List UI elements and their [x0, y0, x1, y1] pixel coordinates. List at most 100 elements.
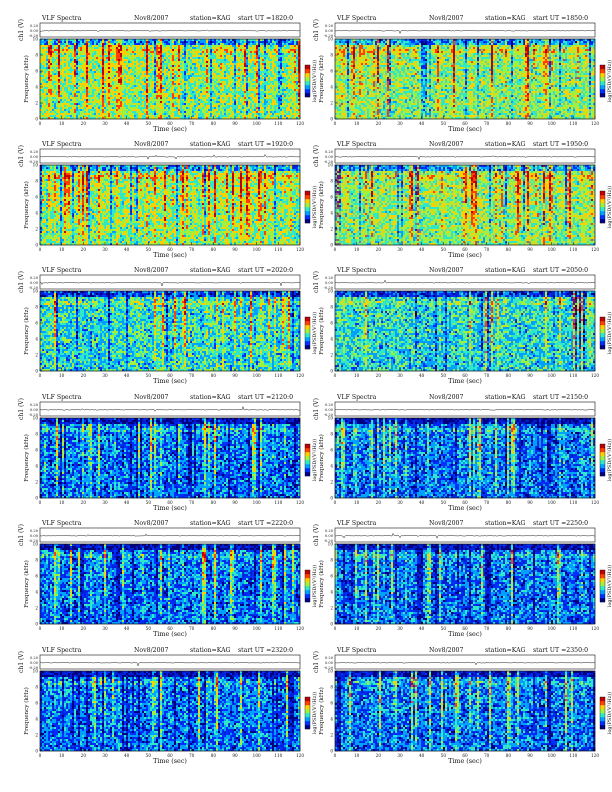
x-tick-label: 0 — [39, 373, 42, 378]
panel-date: Nov8/2007 — [429, 141, 463, 148]
x-tick-label: 90 — [232, 373, 238, 378]
colorbar-label: log(PSD/(V²/Hz)) — [606, 312, 612, 354]
y-tick-label: 4 — [35, 211, 38, 216]
x-tick-label: 20 — [376, 373, 382, 378]
x-tick-label: 100 — [548, 373, 556, 378]
y-tick-label: 4 — [35, 590, 38, 595]
frequency-axis-label: Frequency (kHz) — [318, 307, 325, 355]
panel-station: station=KAG — [485, 394, 526, 401]
colorbar — [305, 570, 310, 602]
x-tick-label: 110 — [569, 626, 577, 631]
y-tick-label: 6 — [35, 701, 38, 706]
spectrogram-image — [335, 165, 595, 245]
ch1-tick-label: 0.20 — [325, 529, 334, 533]
colorbar — [305, 444, 310, 476]
ch1-axis-label: ch1 (V) — [313, 398, 320, 420]
spectrogram-panel-2020-0: VLF Spectra Nov8/2007 station=KAG start UT … — [18, 267, 318, 385]
x-tick-label: 80 — [211, 121, 217, 126]
y-tick-label: 8 — [35, 432, 38, 437]
x-tick-label: 0 — [334, 373, 337, 378]
panel-start-ut: start UT =2050:0 — [533, 267, 588, 274]
colorbar-label: log(PSD/(V²/Hz)) — [311, 186, 318, 228]
x-tick-label: 0 — [334, 753, 337, 758]
x-tick-label: 20 — [81, 626, 87, 631]
x-tick-label: 70 — [189, 121, 195, 126]
colorbar — [600, 317, 605, 349]
y-tick-label: 6 — [35, 195, 38, 200]
x-tick-label: 40 — [419, 373, 425, 378]
frequency-axis-label: Frequency (kHz) — [23, 560, 30, 608]
x-tick-label: 10 — [354, 121, 360, 126]
x-tick-label: 30 — [102, 121, 108, 126]
panel-title: VLF Spectra — [41, 15, 82, 22]
ch1-tick-label: 0.00 — [30, 534, 39, 538]
spectrogram-image — [335, 418, 595, 498]
y-tick-label: 4 — [35, 337, 38, 342]
y-tick-label: 8 — [330, 685, 333, 690]
ch1-axis-label: ch1 (V) — [313, 524, 320, 546]
frequency-axis-label: Frequency (kHz) — [318, 560, 325, 608]
x-tick-label: 110 — [274, 121, 282, 126]
x-tick-label: 50 — [441, 121, 447, 126]
x-tick-label: 50 — [146, 500, 152, 505]
y-tick-label: 6 — [330, 69, 333, 74]
x-tick-label: 10 — [354, 247, 360, 252]
panel-date: Nov8/2007 — [134, 520, 168, 527]
x-tick-label: 20 — [376, 753, 382, 758]
colorbar — [600, 444, 605, 476]
panel-title: VLF Spectra — [41, 394, 82, 401]
x-tick-label: 100 — [253, 626, 261, 631]
y-tick-label: 4 — [35, 464, 38, 469]
x-tick-label: 90 — [527, 500, 533, 505]
ch1-axis-label: ch1 (V) — [313, 145, 320, 167]
colorbar-label: log(PSD/(V²/Hz)) — [311, 692, 318, 734]
x-tick-label: 50 — [146, 247, 152, 252]
time-axis-label: Time (sec) — [448, 377, 482, 385]
y-tick-label: 8 — [35, 179, 38, 184]
ch1-tick-label: 0.00 — [325, 534, 334, 538]
x-tick-label: 50 — [146, 626, 152, 631]
x-tick-label: 30 — [102, 247, 108, 252]
x-tick-label: 0 — [334, 626, 337, 631]
y-tick-label: 2 — [35, 353, 38, 358]
x-tick-label: 50 — [146, 373, 152, 378]
x-tick-label: 120 — [591, 121, 599, 126]
ch1-tick-label: 0.00 — [325, 155, 334, 159]
ch1-strip-frame — [40, 528, 300, 542]
ch1-strip-frame — [335, 655, 595, 669]
x-tick-label: 70 — [484, 373, 490, 378]
x-tick-label: 50 — [441, 626, 447, 631]
frequency-axis-label: Frequency (kHz) — [318, 687, 325, 735]
panel-start-ut: start UT =1850:0 — [533, 15, 588, 22]
panel-station: station=KAG — [485, 520, 526, 527]
panel-title: VLF Spectra — [41, 267, 82, 274]
panel-station: station=KAG — [485, 141, 526, 148]
x-tick-label: 90 — [232, 500, 238, 505]
spectrogram-image — [335, 291, 595, 371]
ch1-axis-label: ch1 (V) — [313, 19, 320, 41]
ch1-axis-label: ch1 (V) — [18, 651, 25, 673]
x-tick-label: 0 — [39, 626, 42, 631]
ch1-strip-frame — [335, 149, 595, 163]
ch1-tick-label: 0.00 — [30, 155, 39, 159]
ch1-tick-label: 0.20 — [30, 24, 39, 28]
y-tick-label: 2 — [35, 101, 38, 106]
panel-title: VLF Spectra — [336, 267, 377, 274]
x-tick-label: 80 — [506, 753, 512, 758]
x-tick-label: 70 — [484, 500, 490, 505]
y-tick-label: 10 — [328, 289, 334, 294]
x-tick-label: 110 — [274, 626, 282, 631]
ch1-strip-frame — [40, 23, 300, 37]
x-tick-label: 70 — [484, 626, 490, 631]
x-tick-label: 100 — [548, 500, 556, 505]
y-tick-label: 8 — [35, 53, 38, 58]
y-tick-label: 4 — [35, 717, 38, 722]
time-axis-label: Time (sec) — [448, 757, 482, 765]
ch1-tick-label: 0.00 — [30, 281, 39, 285]
y-tick-label: 8 — [330, 558, 333, 563]
x-tick-label: 40 — [419, 626, 425, 631]
x-tick-label: 40 — [124, 373, 130, 378]
x-tick-label: 110 — [274, 500, 282, 505]
frequency-axis-label: Frequency (kHz) — [23, 181, 30, 229]
